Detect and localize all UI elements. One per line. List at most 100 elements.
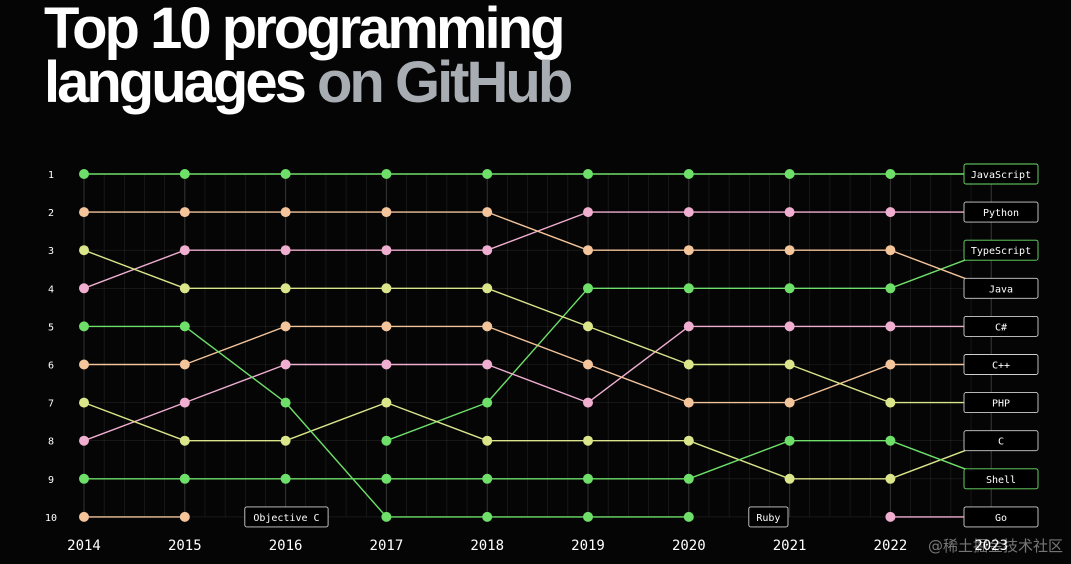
data-point [179,435,190,446]
series-line-segment [83,401,186,442]
data-point [683,207,694,218]
data-point [381,245,392,256]
data-point [79,245,89,256]
series-line-segment [587,363,690,404]
data-point [583,245,593,256]
rank-tick-label: 8 [48,437,54,448]
data-point [784,397,795,408]
data-point [583,397,593,408]
data-point [280,207,291,218]
series-end-label-box [963,392,1039,414]
series-end-label-box [963,277,1039,299]
data-point [583,321,593,332]
data-point [179,511,190,522]
data-point [280,169,291,179]
data-point [885,397,896,408]
series-line-segment [184,363,286,404]
data-point [179,283,190,294]
data-point [784,169,795,179]
data-point [179,169,190,179]
data-point [79,473,89,484]
data-point [79,207,89,218]
data-point [179,397,190,408]
data-point [280,359,291,370]
data-point [482,321,493,332]
data-point [885,283,896,294]
data-point [79,321,89,332]
title-line-2-grey: on GitHub [316,50,573,115]
series-end-label-box [963,430,1039,452]
year-tick-label: 2022 [874,538,908,554]
data-point [683,283,694,294]
series-end-label-box [963,315,1039,337]
data-point [482,245,493,256]
watermark: @稀土掘金技术社区 [927,537,1063,555]
data-point [583,473,593,484]
data-point [482,283,493,294]
series-end-label-box [963,239,1039,261]
data-point [784,359,795,370]
data-point [784,283,795,294]
series-line-segment [386,401,488,442]
data-point [784,245,795,256]
year-tick-label: 2017 [370,538,404,554]
data-point [179,473,190,484]
data-point [683,359,694,370]
rank-tick-label: 2 [48,208,54,219]
data-point [280,321,291,332]
data-point [280,473,291,484]
series-line-segment [688,440,790,480]
data-point [784,207,795,218]
year-tick-label: 2016 [269,538,303,554]
data-point [280,435,291,446]
data-point [583,435,593,446]
year-tick-label: 2019 [571,538,605,554]
data-point [280,283,291,294]
rank-tick-label: 5 [48,322,54,333]
series-end-label-box [963,163,1039,185]
data-point [885,435,896,446]
data-point [683,435,694,446]
data-point [885,245,896,256]
data-point [79,435,89,446]
data-point [179,359,190,370]
data-point [683,511,694,522]
series-end-label-box [963,506,1039,528]
data-point [482,207,493,218]
data-point [482,435,493,446]
series-inline-label-box [244,506,329,528]
series-inline-label: Ruby [756,513,780,524]
series-line-segment [587,325,690,366]
data-point [583,511,593,522]
data-point [280,245,291,256]
data-point [79,169,89,179]
data-point [885,511,896,522]
data-point [583,359,593,370]
series-end-label: Shell [986,475,1016,486]
rank-tick-label: 3 [48,246,54,257]
title-line-2: languages on GitHub [44,54,573,112]
data-point [381,435,392,446]
series-line-segment [486,325,589,366]
data-point [583,283,593,294]
data-point [583,207,593,218]
series-end-label: C++ [992,361,1010,372]
data-point [179,321,190,332]
data-point [79,359,89,370]
data-point [179,207,190,218]
data-point [885,321,896,332]
series-end-label-box [963,468,1039,490]
data-point [683,245,694,256]
data-point [583,169,593,179]
series-end-label: Java [989,284,1013,295]
rank-tick-label: 10 [45,513,57,524]
data-point [381,473,392,484]
year-tick-label: 2018 [470,538,504,554]
page-title: Top 10 programming languages on GitHub [44,0,573,112]
data-point [381,207,392,218]
year-tick-label: 2020 [672,538,706,554]
data-point [482,359,493,370]
series-line-segment [486,363,589,404]
series-end-label-box [963,354,1039,375]
